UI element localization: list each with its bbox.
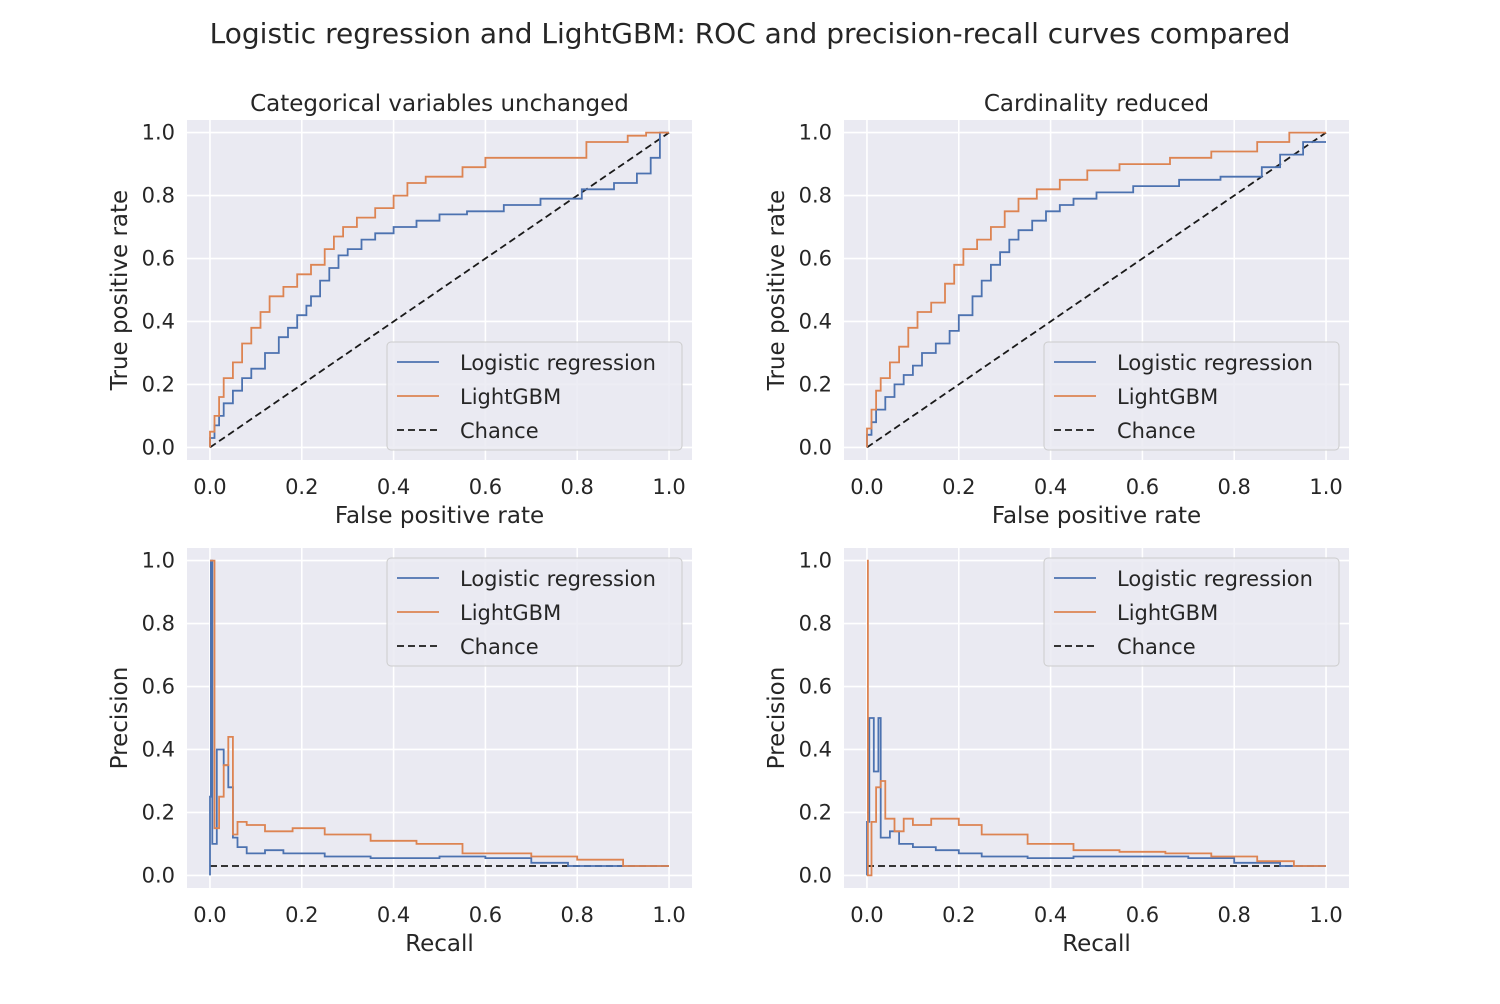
panel-title: Categorical variables unchanged [250, 91, 629, 117]
x-tick-label: 0.2 [942, 903, 975, 927]
y-tick-label: 0.8 [799, 184, 832, 208]
y-tick-label: 1.0 [799, 549, 832, 573]
x-tick-label: 0.6 [469, 903, 502, 927]
y-tick-label: 0.8 [799, 612, 832, 636]
legend-label: Logistic regression [1117, 567, 1313, 591]
y-tick-label: 0.8 [142, 184, 175, 208]
y-tick-label: 0.2 [799, 800, 832, 824]
x-tick-label: 1.0 [652, 475, 685, 499]
series-line-chance [866, 131, 1327, 449]
x-tick-label: 0.6 [1126, 903, 1159, 927]
series-line-lightgbm [210, 559, 669, 867]
series-line-chance [209, 131, 670, 449]
legend-label: Logistic regression [460, 567, 656, 591]
series-line-lightgbm [209, 131, 669, 448]
x-tick-label: 1.0 [1309, 475, 1342, 499]
legend-label: LightGBM [1117, 601, 1218, 625]
legend-label: Logistic regression [460, 351, 656, 375]
x-tick-label: 0.2 [285, 475, 318, 499]
legend-label: Chance [460, 635, 539, 659]
x-tick-label: 0.4 [377, 475, 410, 499]
y-tick-label: 1.0 [799, 121, 832, 145]
y-tick-label: 0.4 [799, 309, 832, 333]
legend-frame [386, 557, 683, 667]
x-tick-label: 0.8 [561, 475, 594, 499]
y-tick-label: 0.6 [142, 247, 175, 271]
y-tick-label: 1.0 [142, 121, 175, 145]
series-line-logistic-regression [209, 131, 669, 448]
legend-frame [386, 341, 683, 451]
x-tick-label: 0.4 [1034, 475, 1067, 499]
y-tick-label: 0.8 [142, 612, 175, 636]
x-axis-label: Recall [405, 931, 474, 957]
x-tick-label: 0.6 [469, 475, 502, 499]
y-tick-label: 0.6 [799, 675, 832, 699]
legend-label: Chance [1117, 419, 1196, 443]
x-axis-label: False positive rate [335, 503, 544, 529]
legend: Logistic regression LightGBM Chance [1043, 341, 1340, 451]
figure-title: Logistic regression and LightGBM: ROC an… [210, 17, 1291, 50]
y-tick-label: 0.4 [142, 309, 175, 333]
legend-label: Chance [460, 419, 539, 443]
y-tick-label: 0.4 [142, 737, 175, 761]
legend-label: Chance [1117, 635, 1196, 659]
x-tick-label: 0.2 [285, 903, 318, 927]
y-tick-label: 0.0 [799, 435, 832, 459]
series-line-logistic-regression [209, 559, 669, 876]
panel-top-left: 0.0 0.2 0.4 0.6 0.8 1.0 0.0 0.2 0.4 0.6 0.8 1.0 Cate… [107, 91, 692, 529]
series-line-logistic-regression [866, 717, 1326, 876]
x-tick-label: 0.6 [1126, 475, 1159, 499]
y-tick-label: 0.0 [799, 863, 832, 887]
x-tick-label: 0.4 [377, 903, 410, 927]
legend-label: LightGBM [1117, 385, 1218, 409]
series-line-lightgbm [866, 131, 1326, 448]
x-tick-label: 0.0 [193, 475, 226, 499]
x-tick-label: 1.0 [652, 903, 685, 927]
y-tick-label: 0.2 [142, 372, 175, 396]
y-tick-label: 0.4 [799, 737, 832, 761]
panel-title: Cardinality reduced [984, 91, 1209, 117]
legend-frame [1043, 557, 1340, 667]
panel-bottom-left: 0.0 0.2 0.4 0.6 0.8 1.0 0.0 0.2 0.4 0.6 0.8 1.0 Reca… [107, 548, 692, 957]
x-tick-label: 0.2 [942, 475, 975, 499]
x-tick-label: 0.8 [561, 903, 594, 927]
series-line-logistic-regression [866, 141, 1326, 448]
x-tick-label: 0.8 [1218, 475, 1251, 499]
y-tick-label: 1.0 [142, 549, 175, 573]
y-axis-label: True positive rate [107, 190, 133, 391]
legend: Logistic regression LightGBM Chance [386, 557, 683, 667]
y-tick-label: 0.2 [799, 372, 832, 396]
x-tick-label: 0.8 [1218, 903, 1251, 927]
panel-bottom-right: 0.0 0.2 0.4 0.6 0.8 1.0 0.0 0.2 0.4 0.6 0.8 1.0 Reca… [764, 548, 1349, 957]
x-tick-label: 0.0 [193, 903, 226, 927]
y-tick-label: 0.0 [142, 863, 175, 887]
y-tick-label: 0.0 [142, 435, 175, 459]
legend-label: LightGBM [460, 601, 561, 625]
legend: Logistic regression LightGBM Chance [1043, 557, 1340, 667]
legend: Logistic regression LightGBM Chance [386, 341, 683, 451]
x-tick-label: 0.0 [850, 475, 883, 499]
y-tick-label: 0.2 [142, 800, 175, 824]
x-axis-label: False positive rate [992, 503, 1201, 529]
legend-label: Logistic regression [1117, 351, 1313, 375]
x-tick-label: 0.4 [1034, 903, 1067, 927]
series-line-lightgbm [867, 559, 1326, 877]
y-tick-label: 0.6 [142, 675, 175, 699]
x-tick-label: 0.0 [850, 903, 883, 927]
y-tick-label: 0.6 [799, 247, 832, 271]
legend-frame [1043, 341, 1340, 451]
legend-label: LightGBM [460, 385, 561, 409]
x-tick-label: 1.0 [1309, 903, 1342, 927]
x-axis-label: Recall [1062, 931, 1131, 957]
y-axis-label: Precision [764, 667, 790, 770]
y-axis-label: Precision [107, 667, 133, 770]
panel-top-right: 0.0 0.2 0.4 0.6 0.8 1.0 0.0 0.2 0.4 0.6 0.8 1.0 Card… [764, 91, 1349, 529]
y-axis-label: True positive rate [764, 190, 790, 391]
